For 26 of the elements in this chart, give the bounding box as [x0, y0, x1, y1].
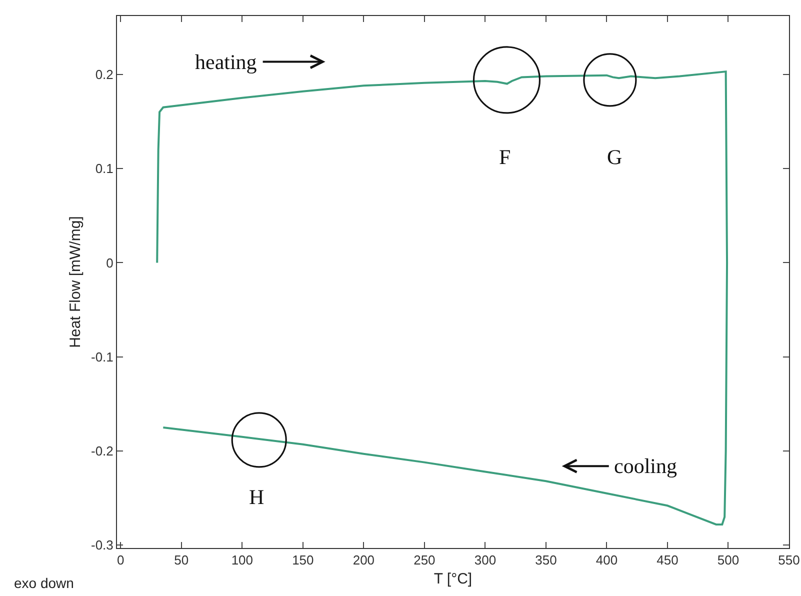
annotation: H [249, 485, 264, 509]
x-tick-label: 250 [414, 552, 436, 568]
annotation: G [607, 145, 622, 169]
x-tick-label: 50 [174, 552, 189, 568]
y-tick-label: -0.1 [90, 349, 114, 364]
x-tick-label: 400 [596, 552, 618, 568]
annotation: heating [195, 50, 258, 74]
x-tick-label: 0 [117, 552, 124, 568]
x-tick-label: 100 [231, 552, 254, 568]
x-axis-title: T [°C] [434, 570, 472, 588]
y-tick-label: 0 [106, 255, 114, 270]
x-tick-label: 550 [778, 552, 800, 568]
y-tick-label: 0.2 [95, 66, 114, 82]
x-tick-label: 350 [535, 552, 557, 568]
x-tick-label: 300 [474, 552, 496, 568]
y-tick-label: -0.2 [90, 444, 114, 459]
x-tick-label: 500 [717, 552, 740, 568]
text: exo down [14, 575, 74, 591]
x-tick-label: 450 [656, 552, 678, 568]
y-tick-label: -0.3 [90, 538, 114, 553]
annotation: F [499, 145, 511, 169]
x-tick-label: 200 [352, 552, 375, 568]
x-tick-label: 150 [292, 552, 314, 568]
y-axis-title: Heat Flow [mW/mg] [67, 216, 84, 348]
y-tick-label: 0.1 [95, 161, 114, 176]
annotation: cooling [614, 454, 678, 478]
